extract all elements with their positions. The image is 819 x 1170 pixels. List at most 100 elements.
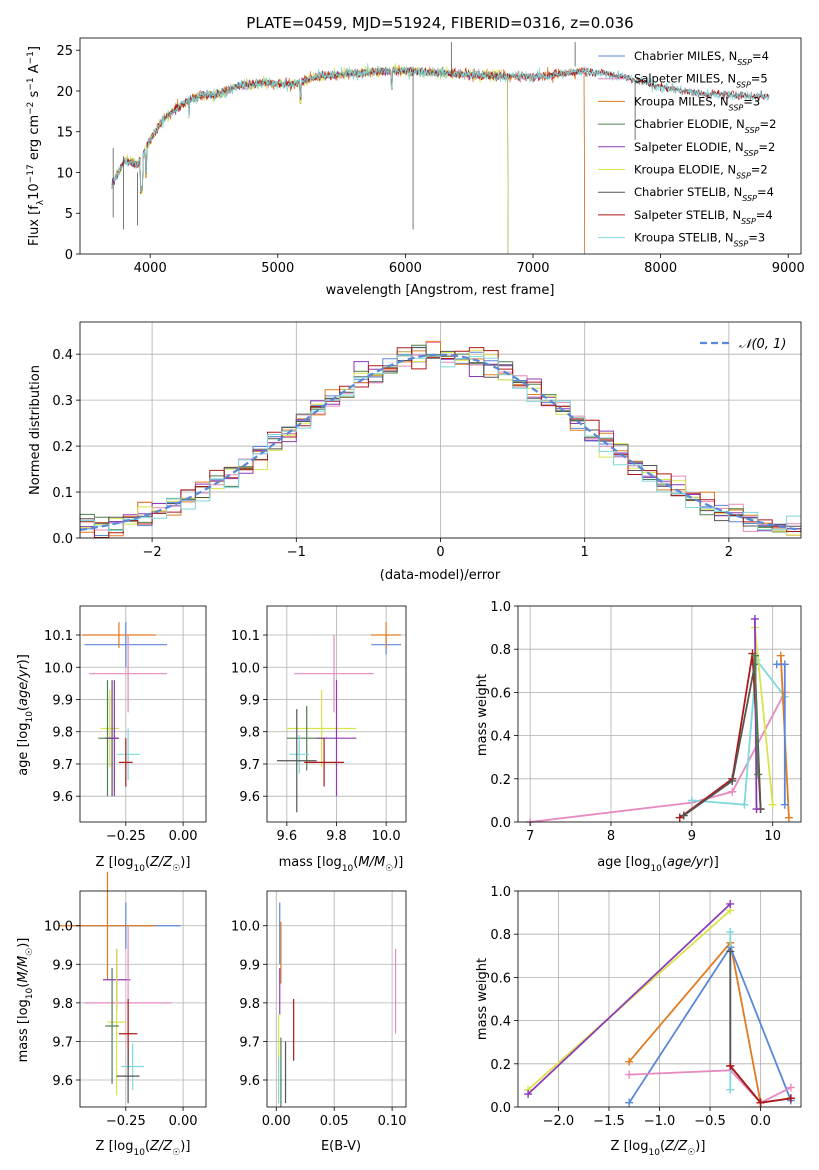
residual-xlabel: (data-model)/error — [380, 568, 501, 583]
spectrum-ytick-label: 10 — [56, 166, 73, 181]
spectrum-ytick-label: 0 — [65, 248, 73, 263]
massEbv-xtick-label: 0.05 — [320, 1114, 349, 1129]
residual-ylabel: Normed distribution — [28, 365, 43, 495]
mwAge-marker — [728, 776, 737, 785]
legend-label: Chabrier STELIB, NSSP=4 — [634, 185, 774, 203]
mwAge-marker — [754, 770, 763, 779]
massEbv-ytick-label: 10.0 — [231, 920, 260, 935]
spectrum-ylabel: Flux [fλ10−17 erg cm−2 s−1 A−1] — [26, 46, 46, 246]
massZ-xtick-label: −0.25 — [106, 1114, 146, 1129]
massZ-ytick-label: 9.7 — [52, 1035, 73, 1050]
mwZ-ytick-label: 0.6 — [490, 971, 511, 986]
legend-label: Salpeter STELIB, NSSP=4 — [634, 208, 773, 226]
massweight-Z-xlabel: Z [log10(Z/Z☉)] — [611, 1139, 706, 1158]
legend-label: 𝒩(0, 1) — [739, 337, 786, 352]
mwZ-marker — [726, 899, 735, 908]
mwZ-marker — [756, 1098, 765, 1107]
spectrum-xtick-label: 8000 — [644, 261, 677, 276]
mwAge-xtick-label: 10 — [764, 829, 781, 844]
mwZ-series-line — [527, 903, 731, 1095]
spectrum-line — [111, 66, 509, 255]
mwZ-marker — [786, 1083, 795, 1092]
residuals-xtick-label: 0 — [436, 545, 444, 560]
massEbv-ytick-label: 9.8 — [239, 997, 260, 1012]
mwAge-marker — [728, 787, 737, 796]
legend-label: Chabrier MILES, NSSP=4 — [634, 49, 769, 67]
mwZ-marker — [726, 1085, 735, 1094]
mwAge-series-line — [776, 663, 786, 805]
massweight-age-xlabel: age [log10(age/yr)] — [597, 855, 719, 874]
spectrum-line — [111, 66, 586, 255]
mwAge-frame — [517, 605, 802, 823]
massZ-frame — [79, 890, 207, 1108]
agemass-xlabel: mass [log10(M/M☉)] — [279, 855, 404, 874]
mwAge-marker — [750, 651, 759, 660]
legend-label: Salpeter MILES, NSSP=5 — [634, 72, 768, 90]
spectrum-ytick-label: 15 — [56, 126, 73, 141]
ageZ-xtick-label: 0.00 — [169, 829, 198, 844]
mwAge-marker — [776, 651, 785, 660]
legend-label: Chabrier ELODIE, NSSP=2 — [634, 117, 776, 135]
mwAge-ytick-label: 1.0 — [490, 600, 511, 615]
mwZ-marker — [726, 1061, 735, 1070]
spectrum-line — [111, 63, 770, 193]
massEbv-frame — [266, 890, 407, 1108]
massEbv-ytick-label: 9.7 — [239, 1035, 260, 1050]
spectrum-line — [111, 64, 586, 255]
spectrum-xtick-label: 9000 — [772, 261, 805, 276]
ageMass-ytick-label: 9.6 — [239, 790, 260, 805]
mwZ-xtick-label: −2.0 — [543, 1114, 575, 1129]
mwAge-ytick-label: 0.4 — [490, 730, 511, 745]
mwZ-xtick-label: 0.0 — [750, 1114, 771, 1129]
residuals-ytick-label: 0.0 — [52, 532, 73, 547]
mwAge-series-line — [754, 627, 774, 805]
mwAge-ytick-label: 0.6 — [490, 686, 511, 701]
residuals-ytick-label: 0.3 — [52, 394, 73, 409]
spectrum-line — [111, 63, 509, 255]
mwZ-marker — [726, 928, 735, 937]
mwAge-marker — [780, 800, 789, 809]
ageMass-ytick-label: 9.8 — [239, 726, 260, 741]
mwZ-xtick-label: −1.0 — [644, 1114, 676, 1129]
spectrum-title: PLATE=0459, MJD=51924, FIBERID=0316, z=0… — [246, 14, 633, 32]
ageZ-ytick-label: 9.8 — [52, 726, 73, 741]
mwZ-ytick-label: 0.8 — [490, 928, 511, 943]
residuals-ytick-label: 0.4 — [52, 348, 73, 363]
mwZ-marker — [524, 1090, 533, 1099]
ageMass-xtick-label: 10.0 — [372, 829, 401, 844]
ageMass-ytick-label: 9.9 — [239, 693, 260, 708]
mwAge-ytick-label: 0.0 — [490, 816, 511, 831]
mwAge-marker — [679, 811, 688, 820]
mwAge-series-line — [691, 657, 786, 806]
text-layer: PLATE=0459, MJD=51924, FIBERID=0316, z=0… — [16, 14, 805, 1158]
mwAge-marker — [687, 796, 696, 805]
ageZ-xtick-label: −0.25 — [106, 829, 146, 844]
massweight-age-ylabel: mass weight — [475, 674, 490, 756]
axes-layer — [76, 37, 802, 1111]
mwAge-marker — [784, 813, 793, 822]
mwAge-marker — [740, 800, 749, 809]
residuals-ytick-label: 0.2 — [52, 440, 73, 455]
mwZ-ytick-label: 1.0 — [490, 885, 511, 900]
mwAge-marker — [675, 813, 684, 822]
grid-layer — [80, 322, 801, 1108]
ageMass-xtick-label: 9.6 — [277, 829, 298, 844]
massZ-xlabel: Z [log10(Z/Z☉)] — [96, 1139, 191, 1158]
mwAge-series-line — [754, 655, 759, 775]
mwZ-marker — [625, 1057, 634, 1066]
mwAge-marker — [750, 614, 759, 623]
residuals-xtick-label: 2 — [725, 545, 733, 560]
mwZ-marker — [625, 1098, 634, 1107]
residuals-xtick-label: 1 — [581, 545, 589, 560]
ageZ-ylabel: age [log10(age/yr)] — [16, 654, 35, 776]
ageZ-ytick-label: 10.1 — [44, 629, 73, 644]
mwAge-marker — [768, 800, 777, 809]
ageMass-ytick-label: 10.1 — [231, 629, 260, 644]
mwZ-marker — [726, 947, 735, 956]
residuals-frame — [79, 321, 802, 539]
legend-layer: Chabrier MILES, NSSP=4 Salpeter MILES, NS… — [598, 49, 786, 352]
ageMass-xtick-label: 9.8 — [326, 829, 347, 844]
ageMass-ytick-label: 9.7 — [239, 758, 260, 773]
ageMass-frame — [266, 605, 407, 823]
ageZ-ytick-label: 10.0 — [44, 661, 73, 676]
